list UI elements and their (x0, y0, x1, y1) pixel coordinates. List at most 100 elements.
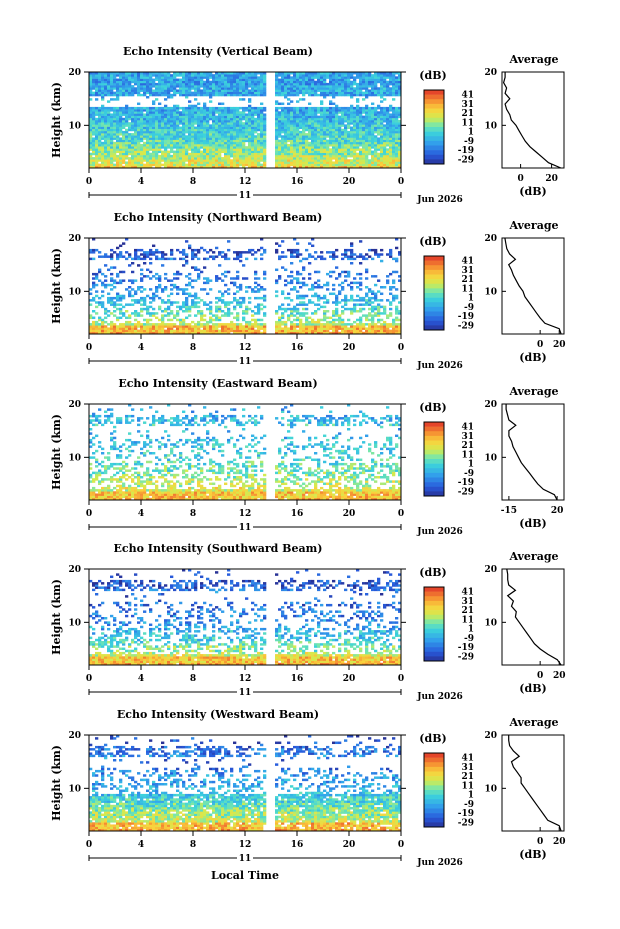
heatmap-cell (161, 122, 165, 125)
heatmap-cell (104, 126, 108, 130)
heatmap-cell (98, 327, 102, 330)
heatmap-cell (179, 329, 183, 333)
heatmap-cell (116, 327, 120, 330)
heatmap-cell (158, 120, 162, 123)
heatmap-cell (104, 93, 108, 97)
heatmap-cell (182, 290, 186, 293)
heatmap-cell (251, 137, 255, 140)
heatmap-cell (398, 141, 402, 145)
heatmap-cell (254, 109, 258, 112)
heatmap-cell (152, 314, 156, 317)
heatmap-cell (104, 255, 108, 258)
heatmap-cell (248, 157, 252, 160)
heatmap-cell (233, 296, 237, 300)
heatmap-cell (383, 91, 387, 95)
heatmap-cell (203, 82, 207, 86)
heatmap-cell (89, 82, 93, 86)
heatmap-cell (206, 163, 210, 167)
heatmap-cell (245, 106, 249, 110)
heatmap-cell (140, 152, 144, 156)
heatmap-cell (149, 314, 153, 317)
heatmap-cell (317, 117, 321, 121)
colorbar-tick-label: 11 (461, 118, 474, 128)
heatmap-cell (365, 141, 369, 145)
heatmap-cell (89, 76, 93, 79)
heatmap-cell (131, 150, 135, 154)
heatmap-cell (356, 152, 360, 156)
heatmap-cell (392, 152, 396, 156)
heatmap-cell (278, 141, 282, 145)
heatmap-cell (218, 115, 222, 119)
heatmap-cell (353, 139, 357, 143)
heatmap-cell (137, 91, 141, 95)
heatmap-cell (230, 144, 234, 147)
heatmap-cell (212, 251, 216, 254)
heatmap-cell (209, 137, 213, 140)
heatmap-cell (158, 74, 162, 77)
heatmap-cell (89, 159, 93, 162)
heatmap-cell (209, 93, 213, 97)
heatmap-cell (395, 126, 399, 130)
heatmap-cell (242, 329, 246, 333)
heatmap-cell (323, 154, 327, 158)
heatmap-cell (314, 76, 318, 79)
heatmap-cell (302, 130, 306, 134)
heatmap-cell (299, 154, 303, 158)
heatmap-cell (353, 80, 357, 84)
heatmap-cell (347, 87, 351, 90)
heatmap-cell (167, 327, 171, 330)
heatmap-cell (239, 255, 243, 258)
heatmap-cell (254, 296, 258, 300)
heatmap-cell (329, 165, 333, 169)
heatmap-cell (110, 152, 114, 156)
heatmap-cell (89, 133, 93, 136)
heatmap-cell (278, 305, 282, 309)
heatmap-cell (170, 292, 174, 296)
heatmap-cell (341, 76, 345, 79)
heatmap-cell (365, 150, 369, 154)
heatmap-cell (305, 161, 309, 164)
heatmap-cell (122, 325, 126, 328)
heatmap-cell (242, 115, 246, 119)
heatmap-cell (212, 113, 216, 116)
heatmap-cell (344, 91, 348, 95)
heatmap-cell (140, 115, 144, 119)
heatmap-cell (221, 159, 225, 162)
heatmap-cell (221, 72, 225, 75)
heatmap-cell (161, 91, 165, 95)
heatmap-cell (185, 253, 189, 256)
heatmap-cell (299, 117, 303, 121)
heatmap-cell (182, 133, 186, 136)
heatmap-cell (131, 312, 135, 315)
heatmap-cell (218, 130, 222, 134)
heatmap-cell (290, 91, 294, 95)
heatmap-cell (119, 159, 123, 162)
heatmap-cell (239, 124, 243, 127)
heatmap-cell (101, 146, 105, 149)
heatmap-cell (383, 154, 387, 158)
heatmap-cell (257, 91, 261, 95)
heatmap-cell (314, 135, 318, 138)
heatmap-cell (131, 76, 135, 79)
heatmap-cell (392, 93, 396, 97)
heatmap-cell (284, 124, 288, 127)
heatmap-cell (89, 74, 93, 77)
heatmap-cell (320, 74, 324, 77)
heatmap-cell (242, 331, 246, 335)
heatmap-cell (371, 126, 375, 130)
heatmap-cell (176, 124, 180, 127)
heatmap-cell (281, 154, 285, 158)
heatmap-cell (302, 78, 306, 82)
heatmap-cell (326, 87, 330, 90)
heatmap-cell (257, 305, 261, 309)
heatmap-cell (113, 115, 117, 119)
heatmap-cell (290, 120, 294, 123)
heatmap-cell (92, 113, 96, 116)
heatmap-cell (230, 150, 234, 154)
heatmap-cell (98, 124, 102, 127)
heatmap-cell (371, 146, 375, 149)
heatmap-cell (182, 150, 186, 154)
heatmap-cell (92, 115, 96, 119)
heatmap-cell (236, 277, 240, 280)
heatmap-cell (89, 165, 93, 169)
